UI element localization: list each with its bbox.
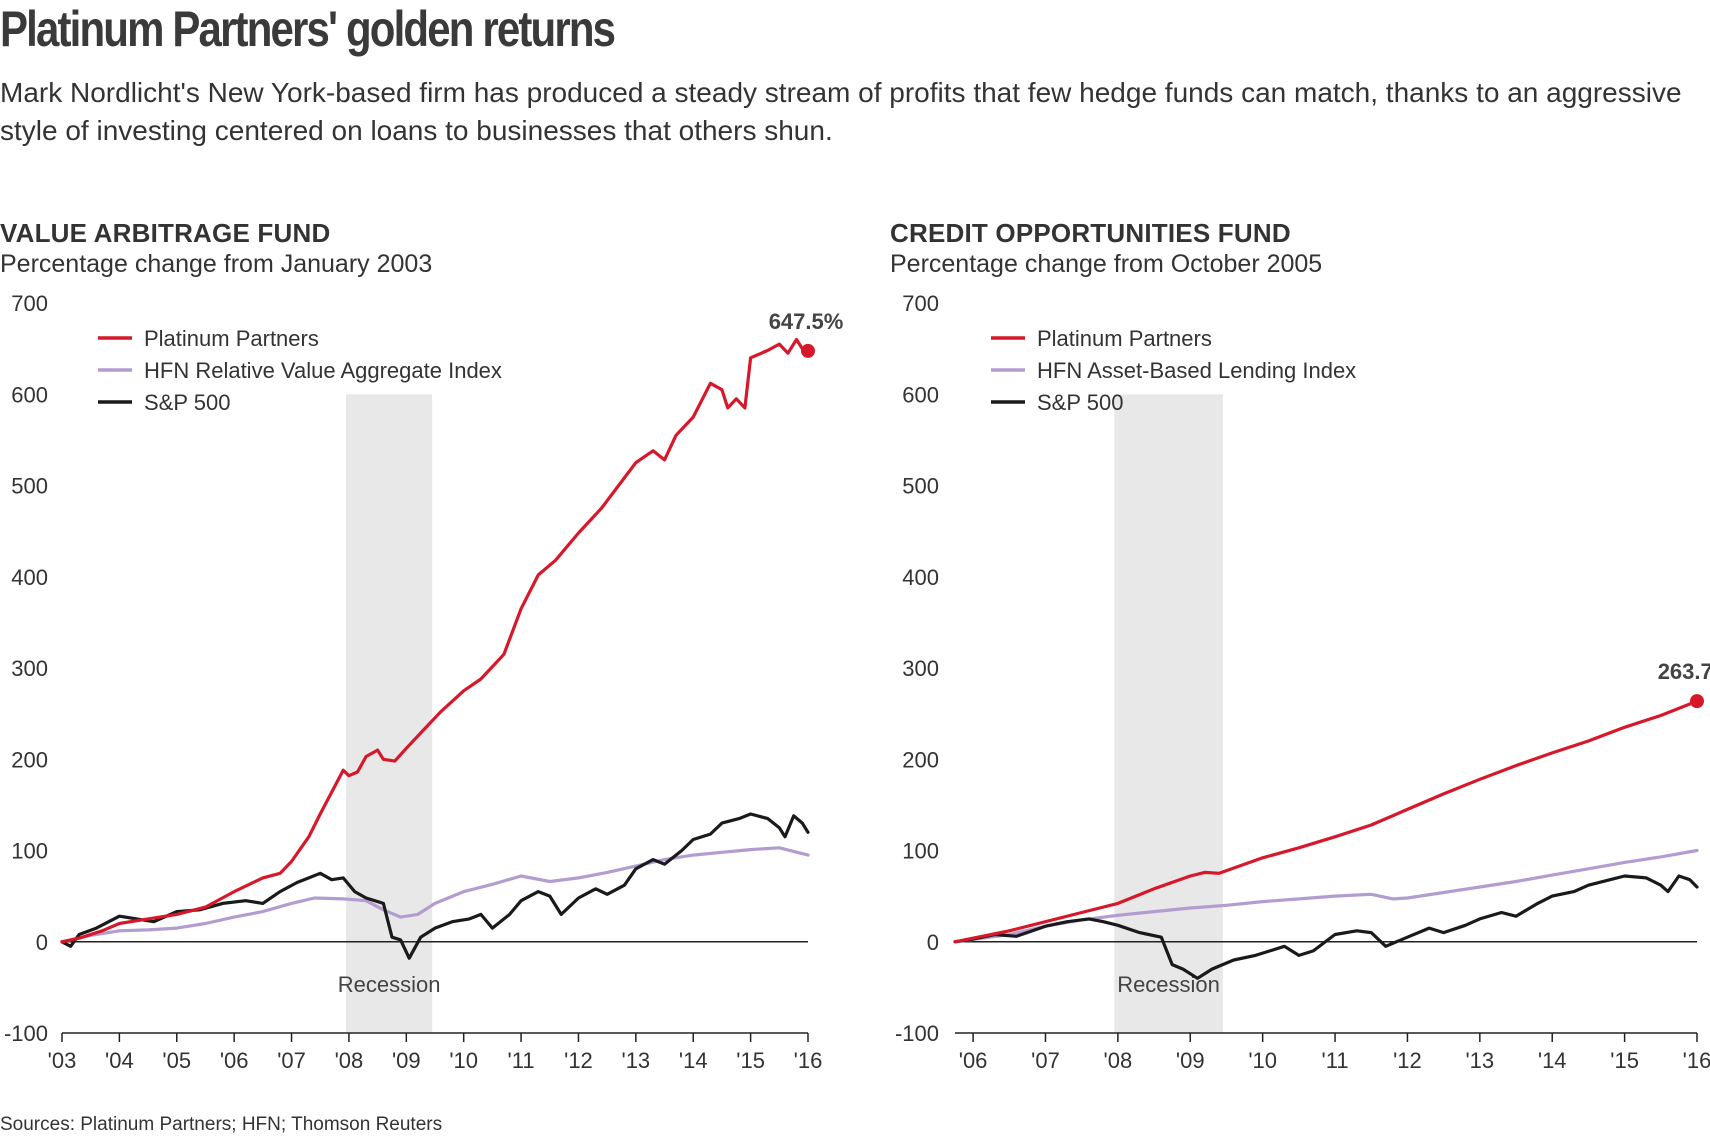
x-tick-label: '14 bbox=[679, 1048, 708, 1073]
y-tick-label: -100 bbox=[895, 1021, 939, 1046]
x-tick-label: '10 bbox=[1248, 1048, 1277, 1073]
legend-label: HFN Relative Value Aggregate Index bbox=[144, 358, 502, 383]
x-tick-label: '09 bbox=[392, 1048, 421, 1073]
x-tick-label: '16 bbox=[1683, 1048, 1710, 1073]
end-value-label: 647.5% bbox=[769, 309, 844, 334]
x-tick-label: '16 bbox=[794, 1048, 823, 1073]
x-tick-label: '08 bbox=[1104, 1048, 1133, 1073]
y-tick-label: 100 bbox=[902, 839, 939, 864]
credit-opportunities-chart: Recession7006005004003002001000-100'06'0… bbox=[895, 291, 1710, 1073]
x-tick-label: '09 bbox=[1176, 1048, 1205, 1073]
x-tick-label: '08 bbox=[335, 1048, 364, 1073]
legend-label: S&P 500 bbox=[1037, 390, 1123, 415]
x-tick-label: '07 bbox=[1031, 1048, 1060, 1073]
series-line-sp500 bbox=[60, 812, 810, 960]
panel-subtitle-credit-opportunities: Percentage change from October 2005 bbox=[890, 250, 1323, 278]
y-tick-label: 0 bbox=[927, 930, 939, 955]
y-tick-label: 700 bbox=[902, 291, 939, 316]
recession-label: Recession bbox=[338, 972, 441, 997]
panel-title-credit-opportunities: CREDIT OPPORTUNITIES FUND bbox=[890, 218, 1291, 248]
y-tick-label: 700 bbox=[11, 291, 48, 316]
x-tick-label: '13 bbox=[1465, 1048, 1494, 1073]
y-tick-label: 500 bbox=[902, 474, 939, 499]
x-tick-label: '12 bbox=[564, 1048, 593, 1073]
x-tick-label: '14 bbox=[1538, 1048, 1567, 1073]
page-title: Platinum Partners' golden returns bbox=[0, 1, 616, 57]
x-tick-label: '10 bbox=[449, 1048, 478, 1073]
source-note: Sources: Platinum Partners; HFN; Thomson… bbox=[0, 1114, 443, 1135]
y-tick-label: 400 bbox=[11, 565, 48, 590]
panel-title-value-arbitrage: VALUE ARBITRAGE FUND bbox=[0, 218, 331, 248]
series-line-platinum-partners bbox=[60, 337, 810, 944]
x-tick-label: '03 bbox=[48, 1048, 77, 1073]
x-tick-label: '13 bbox=[622, 1048, 651, 1073]
y-tick-label: 200 bbox=[902, 747, 939, 772]
series-line-hfn-index bbox=[953, 848, 1699, 944]
end-value-label: 263.7% bbox=[1658, 659, 1710, 684]
recession-band bbox=[1114, 394, 1223, 1033]
y-tick-label: 300 bbox=[902, 656, 939, 681]
end-point-marker bbox=[1690, 694, 1704, 709]
panel-subtitle-value-arbitrage: Percentage change from January 2003 bbox=[0, 250, 433, 278]
x-tick-label: '15 bbox=[1610, 1048, 1639, 1073]
legend-label: Platinum Partners bbox=[144, 326, 319, 351]
x-tick-label: '04 bbox=[105, 1048, 134, 1073]
end-point-marker bbox=[801, 343, 815, 358]
x-tick-label: '07 bbox=[277, 1048, 306, 1073]
y-tick-label: 600 bbox=[902, 382, 939, 407]
series-line-platinum-partners bbox=[953, 699, 1699, 944]
y-tick-label: 200 bbox=[11, 747, 48, 772]
y-tick-label: 0 bbox=[36, 930, 48, 955]
series-line-sp500 bbox=[953, 874, 1699, 980]
x-tick-label: '06 bbox=[220, 1048, 249, 1073]
legend-label: S&P 500 bbox=[144, 390, 230, 415]
x-tick-label: '12 bbox=[1393, 1048, 1422, 1073]
y-tick-label: 500 bbox=[11, 474, 48, 499]
x-tick-label: '11 bbox=[508, 1048, 535, 1073]
y-tick-label: 300 bbox=[11, 656, 48, 681]
x-tick-label: '05 bbox=[162, 1048, 191, 1073]
x-tick-label: '15 bbox=[736, 1048, 765, 1073]
y-tick-label: 600 bbox=[11, 382, 48, 407]
legend-label: HFN Asset-Based Lending Index bbox=[1037, 358, 1356, 383]
page-subtitle: Mark Nordlicht's New York-based firm has… bbox=[0, 77, 1682, 146]
legend-label: Platinum Partners bbox=[1037, 326, 1212, 351]
x-tick-label: '06 bbox=[959, 1048, 988, 1073]
x-tick-label: '11 bbox=[1322, 1048, 1349, 1073]
y-tick-label: -100 bbox=[4, 1021, 48, 1046]
y-tick-label: 400 bbox=[902, 565, 939, 590]
y-tick-label: 100 bbox=[11, 839, 48, 864]
value-arbitrage-chart: Recession 700 600 500 400 300 200 100 0 -100'03 '0… bbox=[4, 291, 844, 1073]
